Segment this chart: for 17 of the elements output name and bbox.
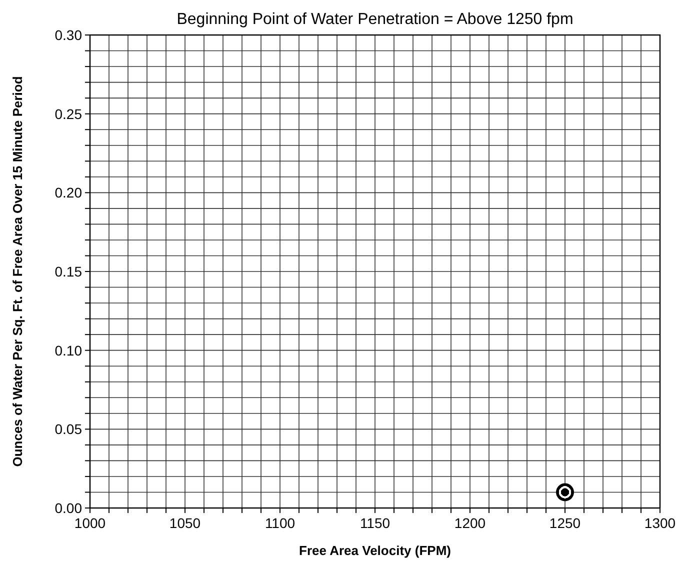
x-tick-label: 1150: [360, 515, 390, 531]
y-tick-label: 0.00: [54, 500, 82, 516]
y-axis-title: Ounces of Water Per Sq. Ft. of Free Area Over 15 Minute Period: [10, 76, 25, 467]
y-tick-label: 0.25: [54, 106, 82, 122]
x-tick-label: 1300: [644, 515, 676, 531]
x-tick-label: 1100: [264, 515, 296, 531]
y-tick-label: 0.15: [54, 264, 82, 280]
y-tick-label: 0.05: [54, 421, 82, 438]
y-tick-label: 0.10: [54, 342, 82, 358]
x-tick-label: 1050: [169, 515, 201, 531]
x-tick-label: 1200: [454, 515, 486, 531]
chart-title: Beginning Point of Water Penetration = Above 1250 fpm: [176, 11, 574, 28]
y-tick-label: 0.20: [54, 184, 82, 201]
x-axis-title: Free Area Velocity (FPM): [299, 543, 451, 558]
x-tick-label: 1000: [74, 515, 106, 531]
x-tick-label: 1250: [549, 515, 581, 531]
y-tick-label: 0.30: [54, 27, 82, 43]
